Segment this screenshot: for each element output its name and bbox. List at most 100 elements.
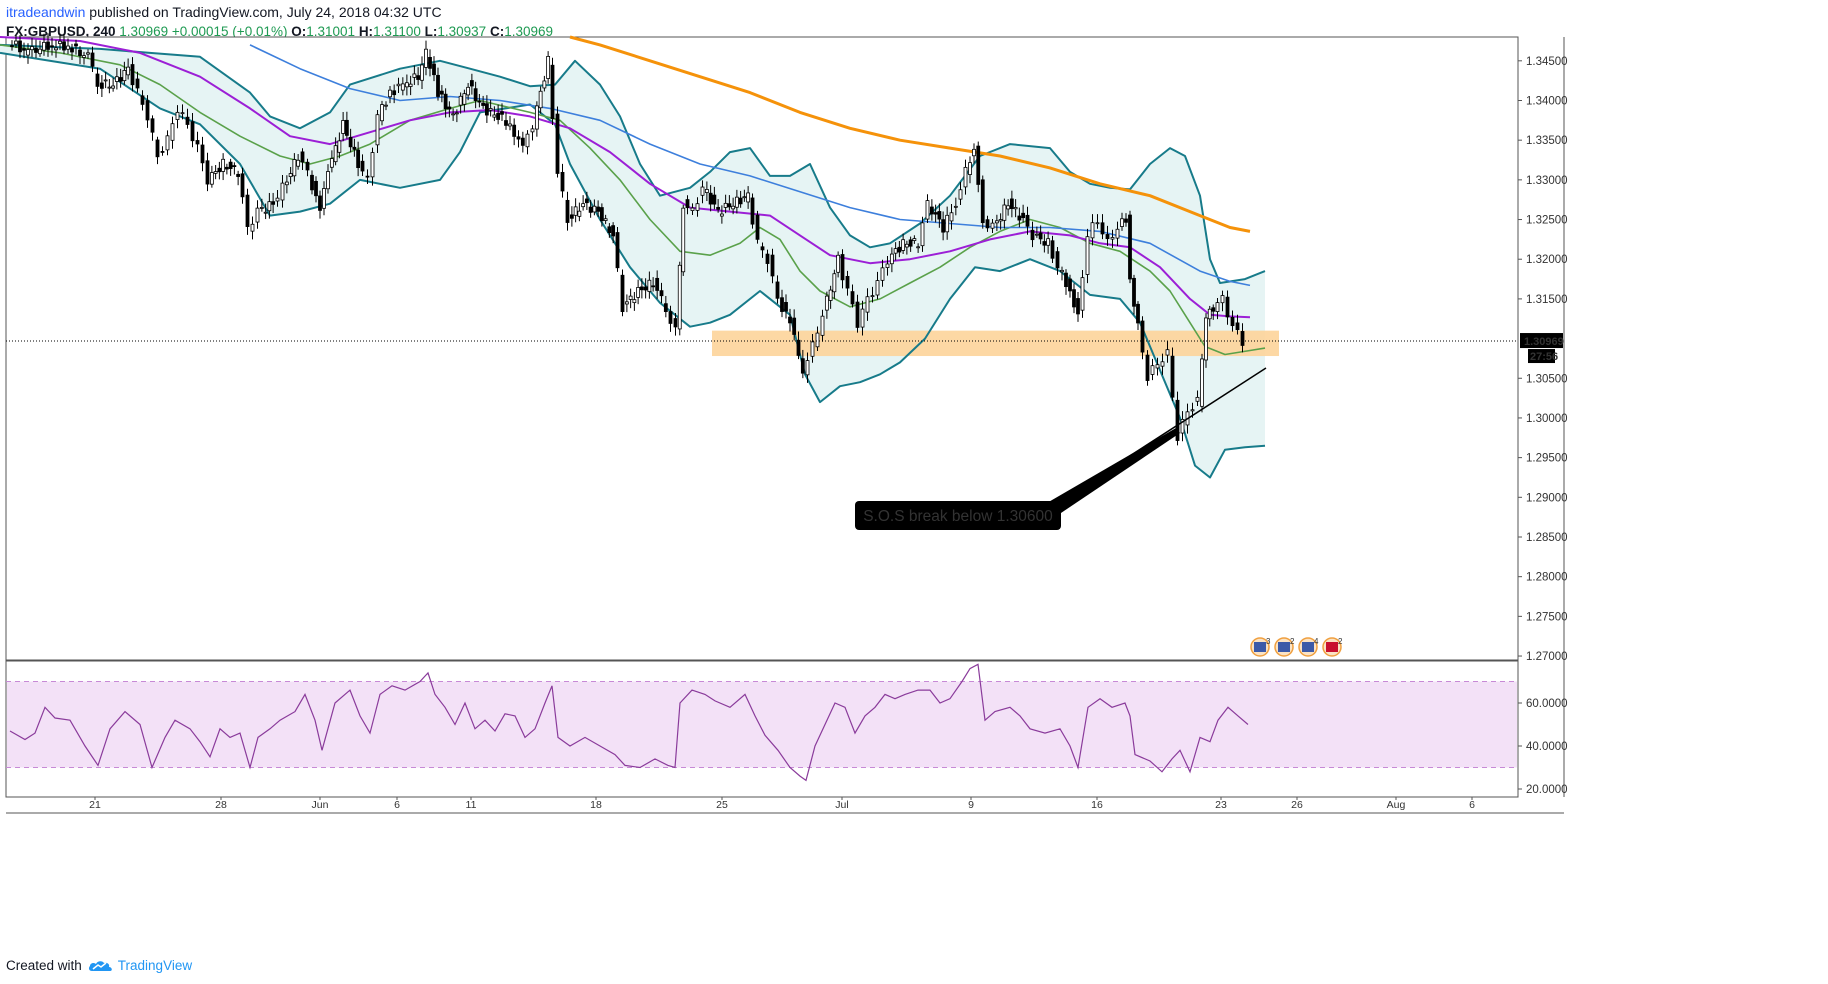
time-tick-label: 21 (89, 799, 101, 811)
candle-body (1190, 409, 1195, 412)
candle-body (695, 203, 700, 211)
ema-blue-line (249, 44, 1251, 287)
candle-body (458, 95, 463, 106)
candle-body (267, 201, 272, 212)
candle-body (170, 123, 175, 141)
candle-body (780, 297, 784, 312)
candle-body (365, 175, 370, 178)
candle-body (659, 290, 664, 297)
candle-body (280, 182, 285, 201)
candle-body (1204, 317, 1208, 361)
candle-body (1072, 289, 1076, 308)
candle-body (34, 47, 38, 53)
candle-body (500, 111, 504, 115)
candle-body (690, 207, 695, 211)
candle-body (70, 47, 74, 53)
candle-body (870, 295, 875, 298)
candle-body (130, 64, 135, 86)
candle-body (1095, 222, 1100, 225)
candle-body (716, 206, 721, 210)
candle-body (980, 179, 985, 224)
candle-body (738, 197, 743, 205)
candle-body (1211, 307, 1216, 312)
candle-body (845, 275, 850, 289)
price-tick-label: 1.27500 (1526, 611, 1568, 623)
candle-body (10, 45, 14, 47)
flag-icon (1278, 642, 1290, 652)
time-tick-label: 11 (466, 799, 477, 811)
candle-body (719, 213, 724, 217)
candle-body (416, 75, 421, 80)
rsi-tick-label: 20.0000 (1526, 784, 1568, 796)
candle-body (908, 239, 913, 247)
callout-text: S.O.S break below 1.30600 (863, 508, 1053, 525)
candle-body (685, 199, 690, 209)
tradingview-brand-text: TradingView (117, 958, 193, 973)
candle-body (451, 113, 456, 116)
bollinger-upper-line (0, 43, 1266, 284)
tradingview-cloud-icon (88, 960, 112, 971)
candle-body (1076, 298, 1080, 315)
candle-body (945, 214, 950, 233)
candle-body (1145, 354, 1150, 381)
tradingview-logo[interactable]: TradingView (88, 958, 192, 973)
chart-header: itradeandwin published on TradingView.co… (6, 3, 553, 41)
candle-body (318, 195, 322, 211)
bollinger-fill (0, 44, 1265, 478)
event-count: 3 (1266, 637, 1271, 646)
time-tick-label: 9 (968, 799, 974, 811)
price-tick-label: 1.28500 (1526, 532, 1568, 544)
candle-body (1030, 229, 1035, 241)
candle-body (1160, 361, 1165, 367)
price-tick-label: 1.29000 (1526, 492, 1568, 504)
candle-body (755, 214, 760, 240)
callout-pointer (1040, 428, 1180, 515)
candle-body (484, 103, 489, 116)
price-tick-label: 1.34500 (1526, 56, 1568, 68)
event-count: 2 (1338, 637, 1343, 646)
candle-body (860, 308, 865, 328)
price-tick-label: 1.33500 (1526, 135, 1568, 147)
high-value: 1.31100 (373, 24, 421, 39)
candle-body (734, 196, 739, 208)
last-price: 1.30969 (119, 24, 169, 39)
candle-body (469, 80, 474, 87)
candle-body (488, 108, 493, 111)
candle-body (145, 100, 150, 121)
candle-body (588, 206, 593, 213)
candle-body (792, 317, 797, 335)
candle-body (1013, 207, 1018, 210)
candle-body (1225, 296, 1230, 318)
candle-body (288, 173, 293, 178)
candle-body (54, 47, 58, 51)
time-tick-label: 25 (716, 799, 728, 811)
candle-body (953, 205, 958, 208)
candle-body (1017, 215, 1022, 221)
candle-body (428, 56, 432, 69)
candle-body (1220, 295, 1225, 304)
price-tick-label: 1.30500 (1526, 373, 1568, 385)
candle-body (30, 46, 34, 51)
candle-body (647, 279, 652, 292)
candle-body (66, 45, 70, 50)
candle-body (160, 151, 165, 153)
candle-body (603, 218, 608, 221)
candle-body (949, 212, 954, 222)
candle-body (584, 198, 589, 204)
rsi-tick-label: 40.0000 (1526, 741, 1568, 753)
candle-body (1034, 233, 1039, 236)
candle-body (404, 82, 409, 88)
candle-body (1100, 222, 1105, 235)
event-count: 4 (1314, 637, 1319, 646)
candle-body (615, 232, 620, 269)
candle-body (504, 120, 508, 126)
symbol-label: FX:GBPUSD, 240 (6, 24, 116, 39)
author-link[interactable]: itradeandwin (6, 4, 86, 20)
candle-body (1055, 251, 1060, 269)
event-count: 2 (1290, 637, 1295, 646)
candle-body (140, 95, 145, 105)
candle-body (620, 274, 625, 312)
candle-body (788, 316, 792, 324)
price-tick-label: 1.32000 (1526, 254, 1568, 266)
